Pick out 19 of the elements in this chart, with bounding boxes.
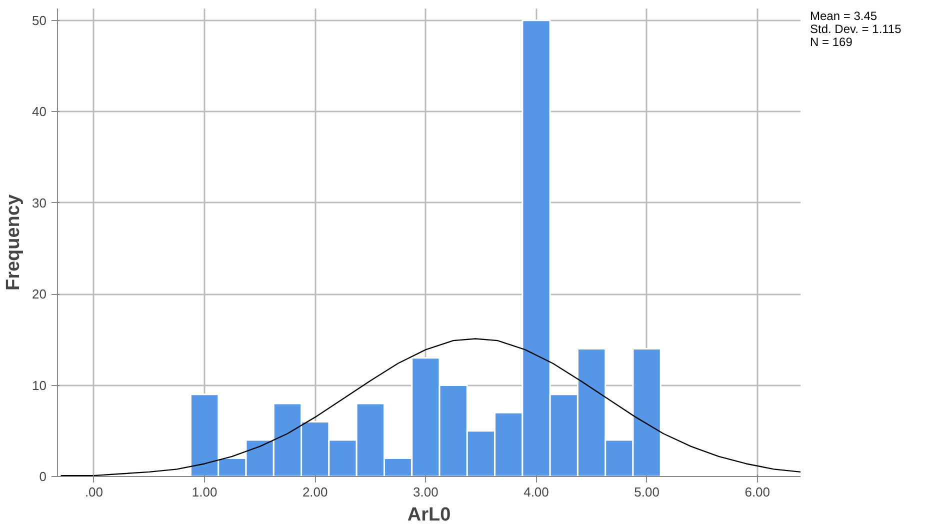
y-tick-label: 50 [32, 12, 47, 28]
text: N = 169 [810, 35, 852, 49]
x-tick-label: 3.00 [413, 484, 438, 500]
y-tick-label: 30 [32, 195, 47, 210]
text: Mean = 3.45 [810, 9, 878, 23]
y-tick-label: 10 [32, 378, 47, 393]
y-axis-title: Frequency [3, 194, 24, 291]
y-tick-label: 20 [32, 286, 47, 302]
line-series [60, 338, 800, 476]
text: Std. Dev. = 1.115 [810, 22, 902, 36]
x-tick-label: 6.00 [744, 484, 770, 500]
y-tick-label: 40 [32, 104, 47, 120]
x-axis-title: ArL0 [407, 504, 451, 526]
x-tick-label: .00 [84, 484, 104, 500]
x-tick-label: 1.00 [192, 484, 218, 500]
x-tick-label: 5.00 [634, 484, 660, 500]
x-tick-label: 4.00 [524, 484, 549, 500]
y-tick-label: 0 [39, 469, 47, 484]
x-tick-label: 2.00 [302, 484, 328, 500]
